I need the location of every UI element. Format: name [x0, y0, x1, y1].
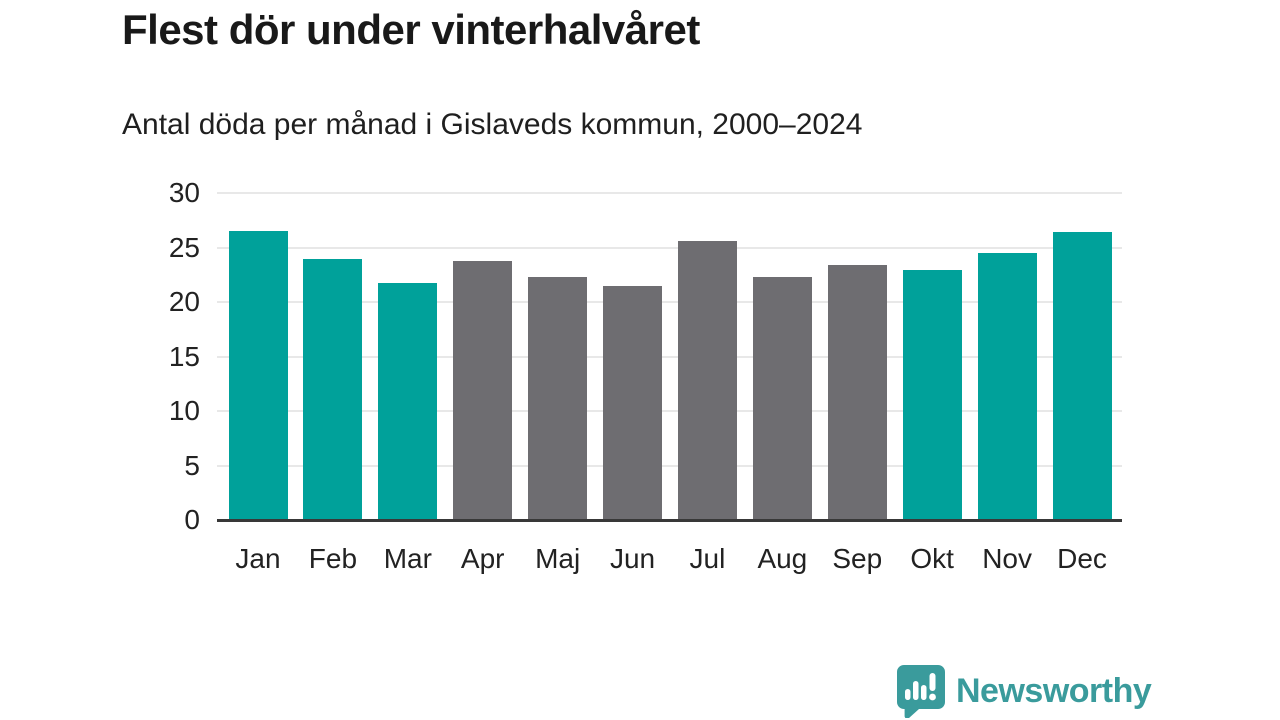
- bar-mar: [378, 283, 438, 520]
- y-axis-tick-5: 5: [184, 449, 200, 481]
- speech-bubble-bar-chart-icon: [896, 664, 946, 719]
- x-axis-line: [217, 519, 1122, 522]
- gridline-y-30: [217, 192, 1122, 194]
- bar-jun: [603, 285, 663, 520]
- bar-sep: [827, 264, 887, 520]
- bar-okt: [902, 270, 962, 520]
- gridline-y-15: [217, 355, 1122, 358]
- gridline-y-5: [217, 464, 1122, 467]
- y-axis-tick-25: 25: [168, 231, 200, 263]
- x-axis-label-jan: Jan: [235, 543, 281, 574]
- bar-jul: [677, 240, 737, 520]
- x-axis-label-dec: Dec: [1057, 543, 1107, 574]
- bar-feb: [303, 259, 363, 520]
- y-axis-tick-15: 15: [168, 340, 200, 372]
- x-axis-label-sep: Sep: [832, 543, 883, 574]
- x-axis-label-mar: Mar: [383, 543, 432, 574]
- bar-nov: [977, 252, 1037, 520]
- chart-subtitle: Antal döda per månad i Gislaveds kommun,…: [122, 108, 863, 141]
- x-axis-label-maj: Maj: [535, 543, 581, 574]
- x-axis-label-jul: Jul: [689, 543, 726, 574]
- newsworthy-logo: Newsworthy: [896, 664, 1152, 719]
- x-axis-label-nov: Nov: [982, 543, 1032, 574]
- y-axis-tick-30: 30: [168, 177, 200, 208]
- x-axis-label-apr: Apr: [460, 543, 505, 574]
- bar-maj: [528, 276, 588, 520]
- gridline-y-10: [217, 410, 1122, 412]
- x-axis-label-jun: Jun: [609, 543, 656, 574]
- bar-jan: [228, 231, 288, 520]
- bar-aug: [752, 276, 812, 520]
- gridline-y-20: [217, 301, 1122, 303]
- y-axis-tick-10: 10: [168, 395, 200, 426]
- x-axis-label-aug: Aug: [757, 543, 808, 574]
- bar-dec: [1052, 232, 1112, 520]
- gridline-y-25: [217, 246, 1122, 249]
- x-axis-label-okt: Okt: [910, 543, 954, 574]
- x-axis-label-feb: Feb: [308, 543, 358, 574]
- brand-name: Newsworthy: [956, 671, 1152, 710]
- y-axis-tick-0: 0: [184, 504, 200, 535]
- y-axis-tick-20: 20: [168, 286, 200, 317]
- chart-title: Flest dör under vinterhalvåret: [122, 6, 700, 53]
- bar-apr: [453, 260, 513, 520]
